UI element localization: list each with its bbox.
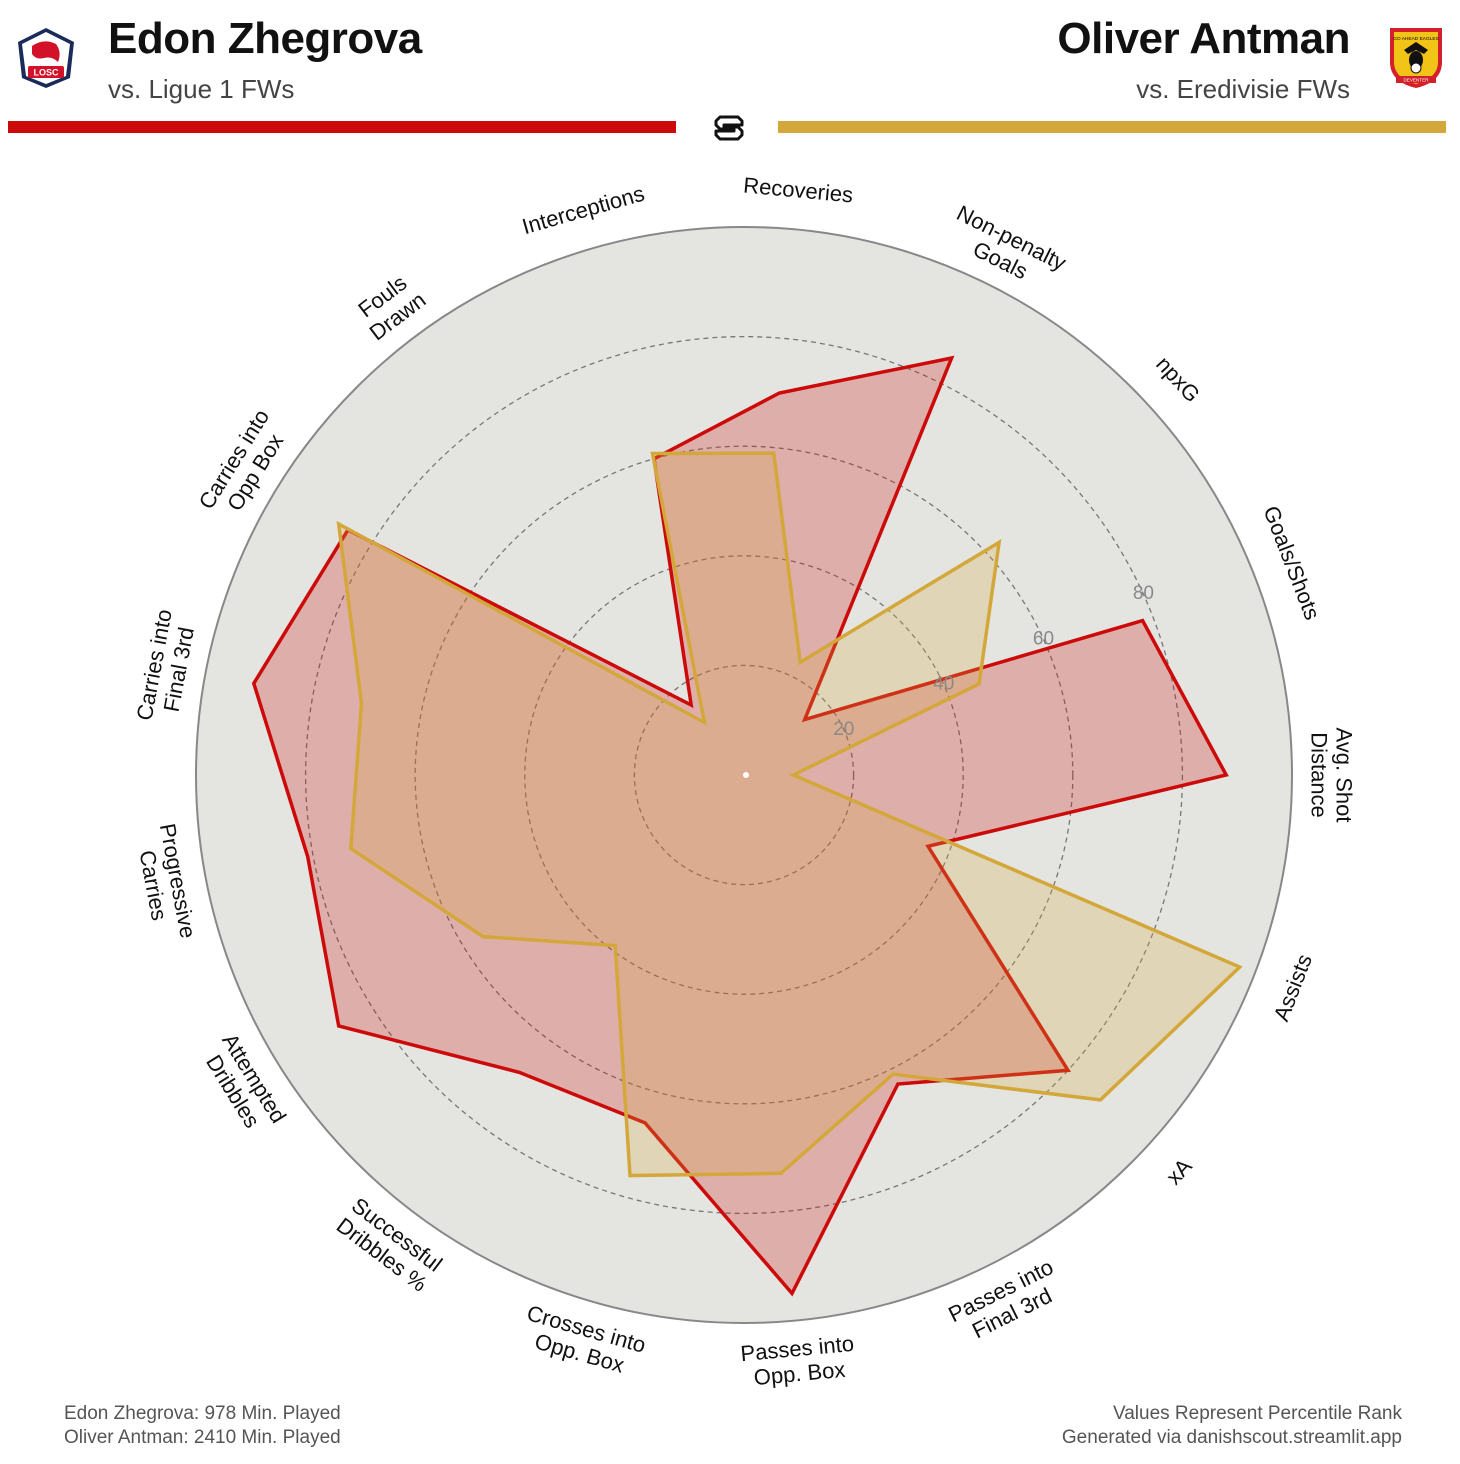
footer-player1-minutes: Edon Zhegrova: 978 Min. Played [64, 1403, 341, 1424]
radar-tick-80: 80 [1133, 583, 1154, 604]
radar-ring-20 [633, 664, 855, 886]
losc-badge-text: LOSC [33, 68, 59, 78]
radar-ring-60 [414, 445, 1074, 1105]
footer-notes: Values Represent Percentile Rank Generat… [1062, 1402, 1402, 1450]
axis-label-progressive-carries: ProgressiveCarries [130, 821, 201, 944]
radar-ring-80 [304, 335, 1184, 1215]
footer-player2-minutes: Oliver Antman: 2410 Min. Played [64, 1427, 341, 1448]
player1-name: Edon Zhegrova [108, 14, 422, 63]
axis-label-goals-shots: Goals/Shots [1259, 502, 1326, 623]
player1-color-bar [8, 121, 676, 133]
axis-label-avg-shot-distance: Avg. ShotDistance [1307, 728, 1357, 823]
axis-label-carries-into-final-3rd: Carries intoFinal 3rd [132, 607, 202, 727]
radar-series [251, 355, 1243, 1297]
radar-ring-ticks: 20 40 60 80 [833, 583, 1154, 740]
radar-tick-60: 60 [1033, 628, 1054, 649]
go-ahead-eagles-badge-subtext: DEVENTER [1403, 78, 1429, 83]
axis-label-interceptions: Interceptions [519, 181, 647, 240]
player1-subtitle: vs. Ligue 1 FWs [108, 74, 295, 104]
radar-rings [304, 335, 1184, 1215]
footer-percentile-note: Values Represent Percentile Rank [1112, 1403, 1402, 1424]
radar-tick-20: 20 [833, 719, 854, 740]
go-ahead-eagles-badge-text: GO AHEAD EAGLES [1393, 36, 1439, 42]
radar-series-2 [336, 451, 1243, 1178]
axis-label-crosses-into-opp-box: Crosses intoOpp. Box [517, 1300, 648, 1382]
losc-badge-icon: LOSC [14, 26, 78, 94]
axis-label-recoveries: Recoveries [742, 172, 854, 207]
radar-ring-40 [524, 555, 964, 995]
player2-name: Oliver Antman [1057, 14, 1350, 63]
radar-series-1 [251, 355, 1229, 1297]
axis-label-xa: xA [1161, 1153, 1197, 1189]
radar-chart: 20 40 60 80 Avg. ShotDistance Goals/Shots npx… [130, 172, 1357, 1391]
axis-label-npxg: npxG [1151, 351, 1205, 407]
axis-label-passes-into-opp-box: Passes intoOpp. Box [739, 1331, 857, 1391]
go-ahead-eagles-badge-icon: GO AHEAD EAGLES DEVENTER [1386, 24, 1446, 94]
footer-source-note: Generated via danishscout.streamlit.app [1061, 1427, 1402, 1448]
radar-center-dot [743, 772, 749, 778]
footer-minutes: Edon Zhegrova: 978 Min. Played Oliver An… [64, 1402, 341, 1450]
radar-tick-40: 40 [933, 674, 954, 695]
player2-subtitle: vs. Eredivisie FWs [1136, 74, 1350, 104]
axis-label-assists: Assists [1269, 951, 1318, 1025]
ds-logo-icon [714, 113, 744, 147]
player2-color-bar [778, 121, 1446, 133]
